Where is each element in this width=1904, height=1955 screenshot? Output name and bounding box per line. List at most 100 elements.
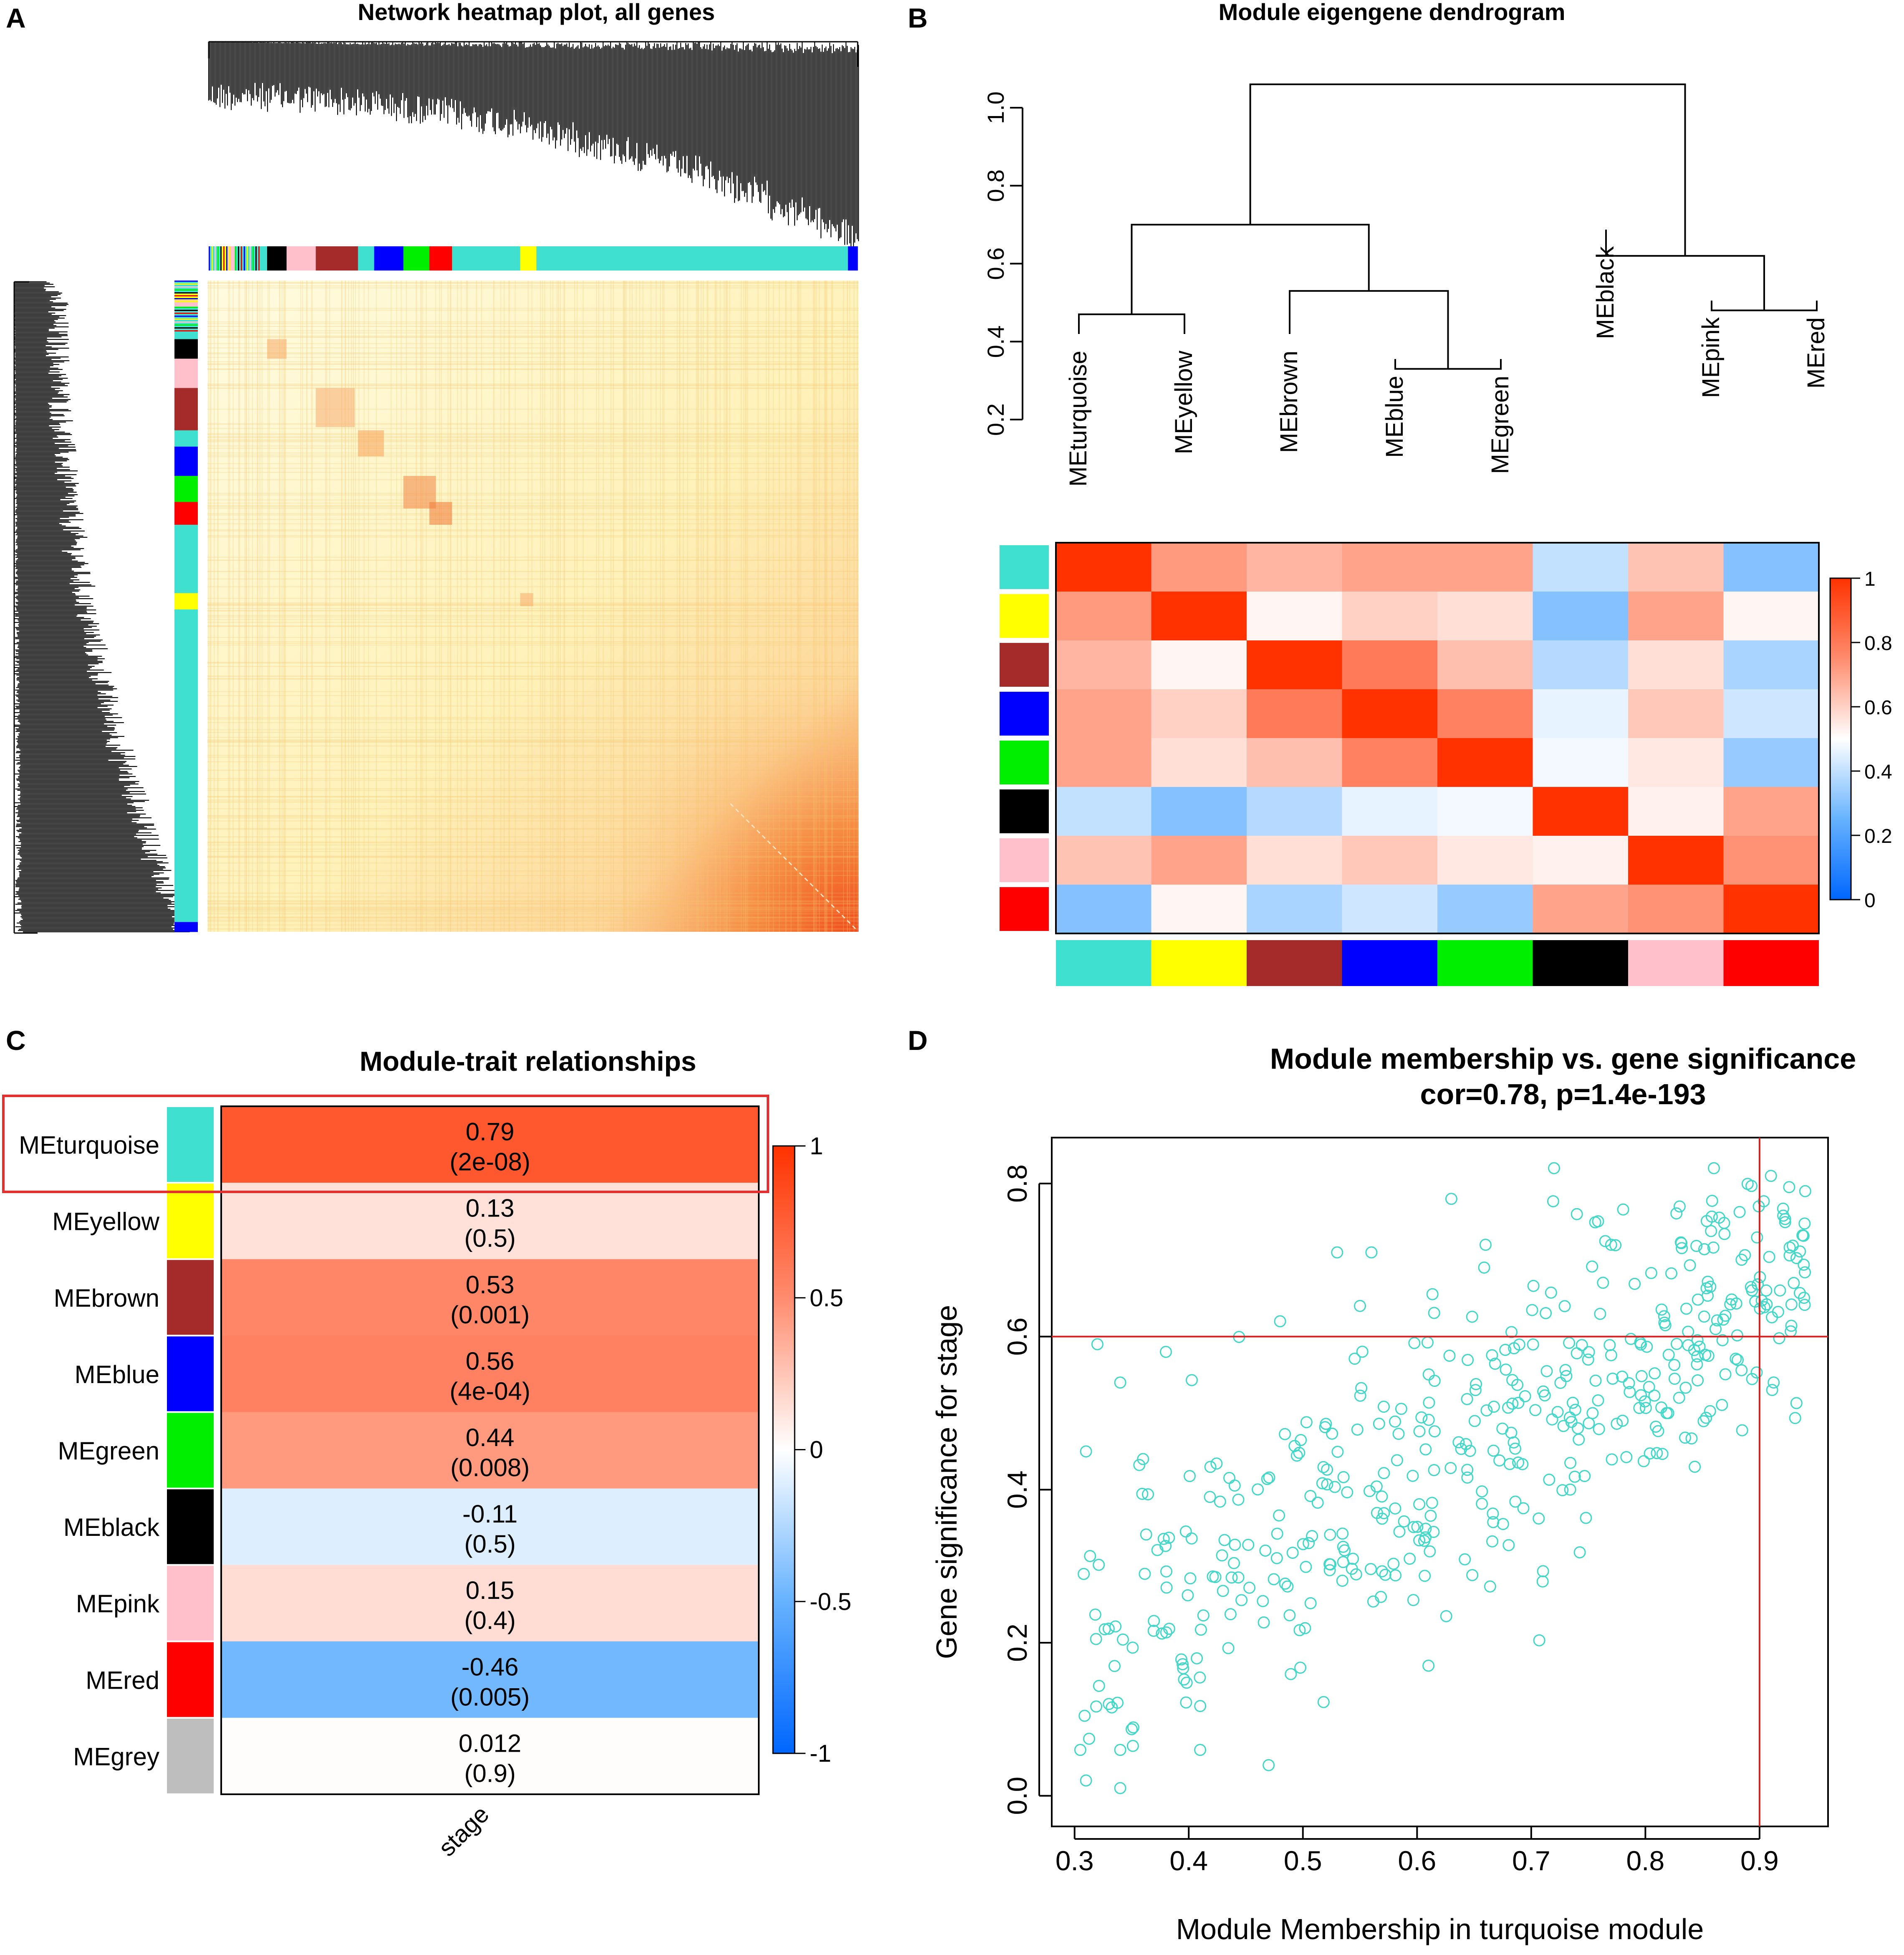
- data-point: [1658, 1310, 1670, 1323]
- data-point: [1493, 1454, 1506, 1467]
- data-point: [1671, 1338, 1683, 1350]
- data-point: [1560, 1370, 1573, 1382]
- data-point: [1426, 1497, 1438, 1509]
- data-point: [1558, 1300, 1571, 1313]
- left-color-stripe: [174, 304, 198, 305]
- data-point: [1180, 1696, 1192, 1709]
- data-point: [1578, 1470, 1591, 1482]
- legend-tick-label: 0.2: [1864, 825, 1892, 847]
- module-label-meyellow: MEyellow: [52, 1208, 159, 1236]
- data-point: [1616, 1414, 1629, 1427]
- module-label-meblack: MEblack: [63, 1513, 160, 1541]
- adjacency-cell: [1723, 738, 1819, 787]
- module-color-bar-left: [174, 281, 198, 932]
- top-color-stripe: [238, 246, 239, 271]
- data-point: [1563, 1337, 1576, 1349]
- data-point: [1606, 1453, 1618, 1466]
- adjacency-cell: [1247, 592, 1342, 640]
- data-point: [1698, 1310, 1710, 1323]
- top-color-segment-turquoise: [235, 246, 268, 271]
- adjacency-cell: [1151, 640, 1247, 689]
- trait-cell-megrey: [221, 1717, 759, 1795]
- data-point: [1376, 1490, 1388, 1503]
- adjacency-cell: [1723, 836, 1819, 885]
- data-point: [1078, 1568, 1090, 1580]
- dendrogram-branch-M3: [1289, 290, 1449, 369]
- data-point: [1418, 1535, 1430, 1547]
- data-point: [1423, 1396, 1435, 1409]
- column-color-black: [1533, 940, 1628, 986]
- top-color-stripe: [258, 246, 260, 271]
- trait-cell-meblack: [221, 1488, 759, 1566]
- top-color-stripe: [244, 246, 245, 271]
- data-point: [1089, 1609, 1101, 1621]
- data-point: [1243, 1581, 1256, 1594]
- dendrogram-leaf-label: MEbrown: [1275, 351, 1303, 453]
- trait-cell-meblue: [221, 1335, 759, 1412]
- data-point: [1594, 1308, 1606, 1320]
- scatter-points: [1074, 1162, 1811, 1794]
- data-point: [1175, 1653, 1187, 1666]
- data-point: [1548, 1162, 1560, 1174]
- data-point: [1080, 1445, 1092, 1458]
- module-label-megreen: MEgreen: [58, 1437, 159, 1465]
- dendrogram-leaf-labels: MEturquoise MEyellow MEbrown MEblue MEgreen M…: [1065, 246, 1830, 487]
- module-label-mebrown: MEbrown: [54, 1284, 159, 1312]
- data-point: [1413, 1498, 1426, 1510]
- data-point: [1371, 1507, 1383, 1519]
- data-point: [1274, 1315, 1286, 1328]
- data-point: [1783, 1181, 1795, 1194]
- data-point: [1635, 1389, 1647, 1401]
- data-point: [1316, 1477, 1328, 1490]
- data-point: [1317, 1461, 1330, 1473]
- column-color-turquoise: [1056, 940, 1151, 986]
- data-point: [1263, 1471, 1275, 1484]
- data-point: [1285, 1668, 1297, 1680]
- correlation-value: 0.15: [466, 1576, 515, 1604]
- data-point: [1766, 1384, 1778, 1396]
- gene-dendrogram-top: [208, 41, 859, 250]
- panel-label-b: B: [908, 3, 928, 33]
- data-point: [1140, 1528, 1152, 1541]
- adjacency-cell: [1247, 738, 1342, 787]
- data-point: [1679, 1381, 1692, 1394]
- adjacency-cell: [1151, 738, 1247, 787]
- adjacency-cell: [1247, 640, 1342, 689]
- data-point: [1137, 1453, 1149, 1465]
- data-point: [1324, 1528, 1336, 1541]
- data-point: [1773, 1332, 1785, 1345]
- data-point: [1794, 1245, 1806, 1258]
- data-point: [1216, 1549, 1228, 1562]
- data-point: [1713, 1211, 1725, 1224]
- data-point: [1160, 1581, 1173, 1594]
- data-point: [1697, 1415, 1710, 1427]
- data-point: [1746, 1373, 1758, 1385]
- data-point: [1689, 1461, 1701, 1473]
- trait-cell-mered: [221, 1641, 759, 1718]
- data-point: [1644, 1447, 1656, 1460]
- left-color-stripe: [174, 310, 198, 311]
- adjacency-cell: [1628, 640, 1724, 689]
- data-point: [1556, 1484, 1569, 1497]
- module-block: [316, 388, 355, 427]
- trait-cell-mepink: [221, 1565, 759, 1642]
- data-point: [1599, 1235, 1611, 1247]
- data-point: [1480, 1404, 1493, 1416]
- adjacency-cell: [1437, 787, 1533, 836]
- top-color-segment-blue: [848, 246, 858, 271]
- data-point: [1214, 1495, 1226, 1508]
- data-point: [1408, 1337, 1421, 1349]
- data-point: [1768, 1376, 1780, 1389]
- top-color-segment-black: [267, 246, 287, 271]
- p-value: (0.5): [464, 1224, 515, 1252]
- data-point: [1184, 1572, 1197, 1585]
- data-point: [1502, 1401, 1514, 1414]
- data-point: [1506, 1374, 1519, 1386]
- data-point: [1569, 1404, 1581, 1416]
- adjacency-cell: [1342, 689, 1437, 738]
- data-point: [1668, 1359, 1681, 1371]
- data-point: [1724, 1298, 1737, 1310]
- data-point: [1422, 1659, 1435, 1672]
- left-color-stripe: [174, 301, 198, 302]
- module-color-red: [167, 1642, 214, 1717]
